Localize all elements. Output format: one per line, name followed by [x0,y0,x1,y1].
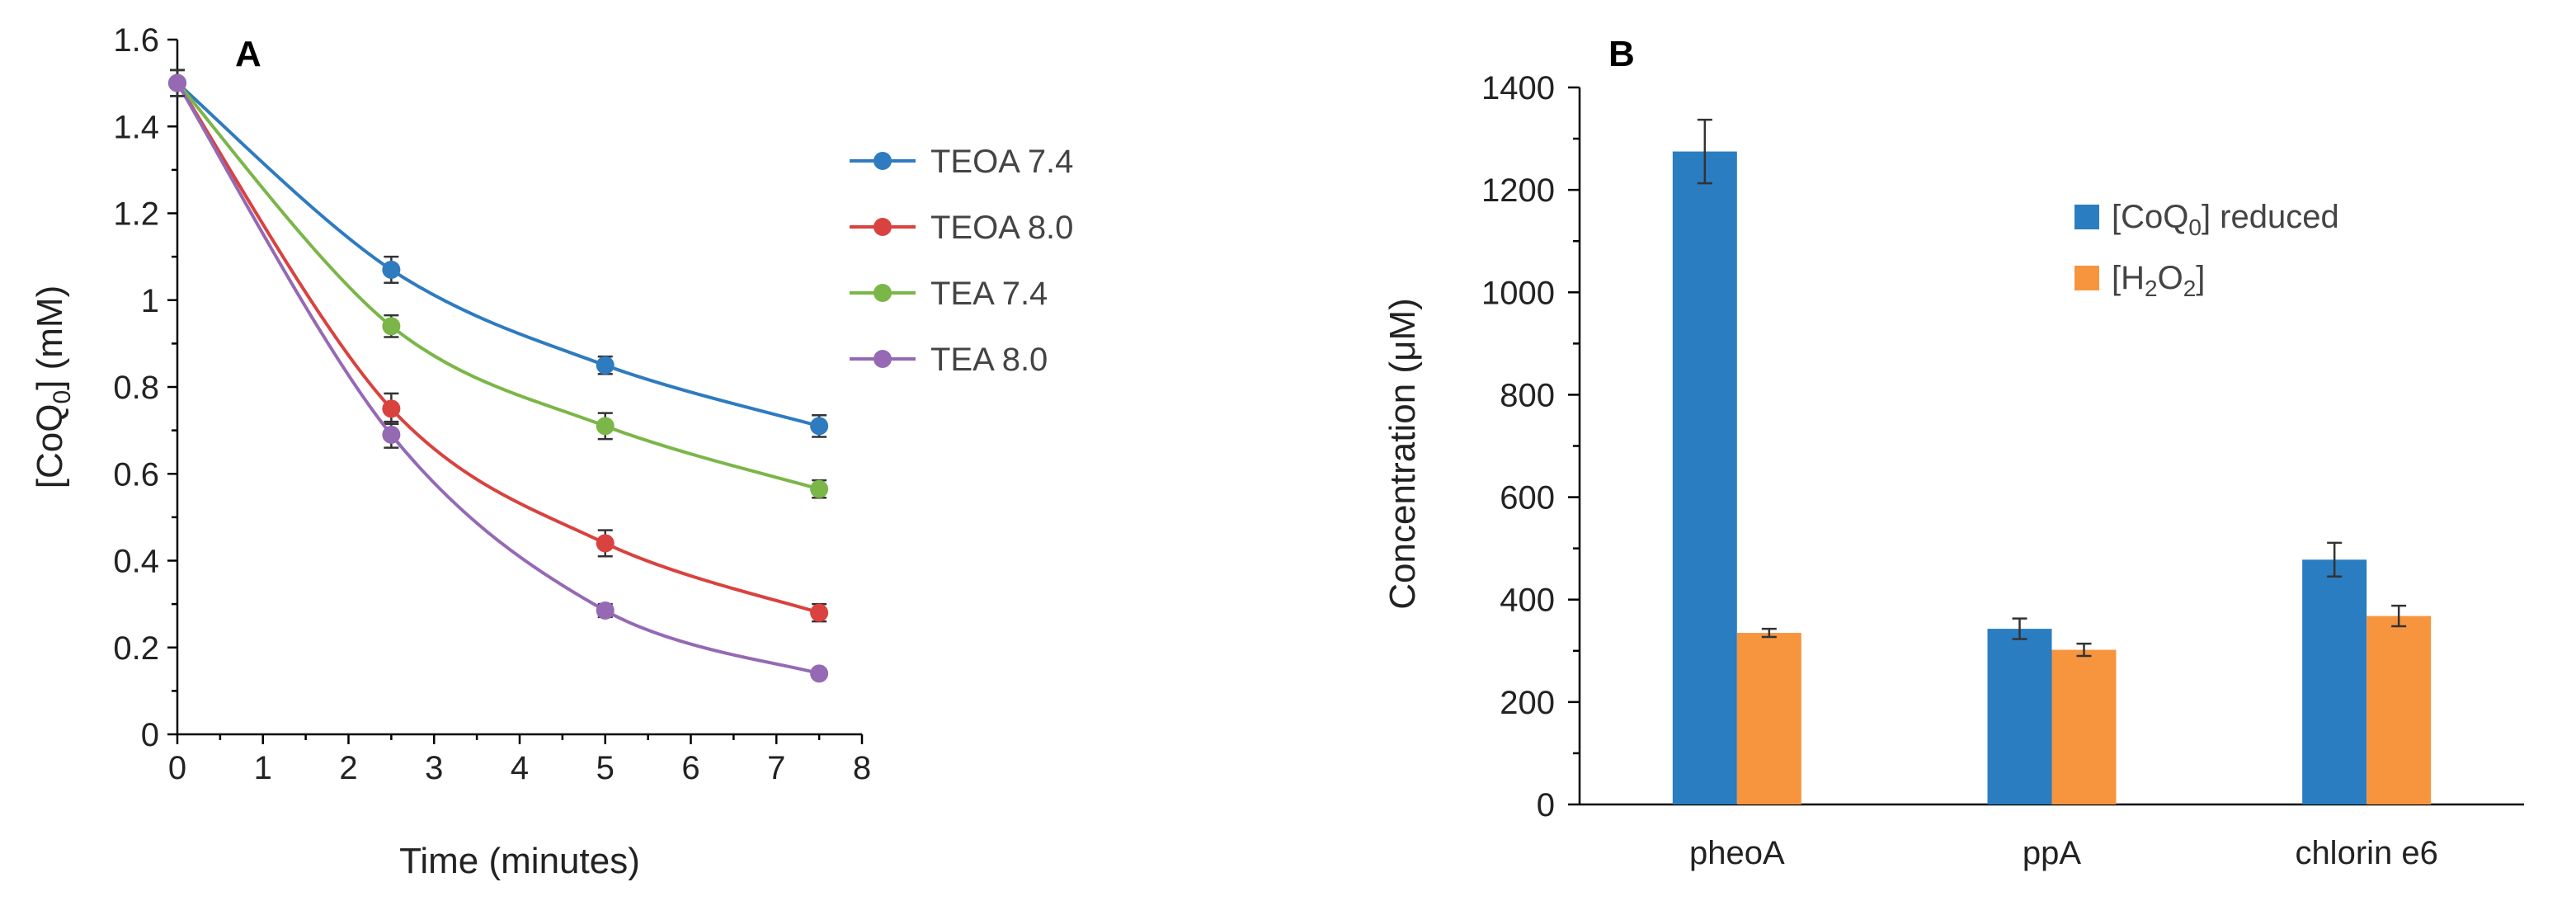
chart-a-x-tick-label: 2 [339,750,357,786]
panel-b-label: B [1608,34,1635,74]
legend-label-h2o2-sub2: 2 [2183,276,2197,301]
data-point-tea-8-0 [596,601,615,620]
chart-b-y-tick-label: 1400 [1481,70,1555,106]
legend-label-h2o2-tail: ] [2196,260,2205,296]
chart-a-y-tick-label: 0.4 [113,544,159,580]
legend-swatch-coq0-reduced [2074,205,2099,229]
legend-label-coq0-reduced: [CoQ0] reduced [2112,199,2339,240]
legend-label-h2o2-sub1: 2 [2145,276,2158,301]
chart-a-x-tick-label: 6 [681,750,699,786]
legend-label-h2o2-main: [H [2112,260,2145,296]
chart-a-y-title-main: [CoQ [30,404,70,489]
chart-a-x-tick-label: 1 [254,750,272,786]
chart-b-y-tick-label: 0 [1537,787,1555,823]
data-point-tea-7-4 [810,479,829,498]
chart-a-y-tick-label: 1 [141,283,159,319]
series-line-teoa-8-0 [176,82,820,615]
chart-b-y-title: Concentration (μM) [1382,298,1423,609]
data-point-tea-8-0 [382,425,401,444]
chart-a-x-tick-label: 4 [511,750,529,786]
chart-a: A 0 1 2 3 4 5 6 7 8 0 0.2 0.4 0.6 0.8 1 1.2 1.4 1.6 Time … [30,22,1073,881]
series-line-teoa-7-4 [176,82,820,428]
bar-ppa-h2o2 [2051,649,2117,804]
legend-label-coq0-sub: 0 [2188,215,2202,240]
chart-a-y-title-tail: ] (mM) [30,285,70,390]
chart-b-y-tick-label: 1200 [1481,172,1555,209]
chart-a-y-tick-label: 0 [141,717,159,753]
bar-ppa-coq0-reduced [1987,629,2052,804]
data-point-teoa-8-0 [596,534,615,553]
chart-a-legend: TEOA 7.4 TEOA 8.0 TEA 7.4 TEA 8.0 [850,144,1073,378]
data-point-teoa-7-4 [382,260,401,279]
bar-chlorin-e6-h2o2 [2366,616,2432,804]
legend-label-teoa-7-4: TEOA 7.4 [930,144,1073,180]
data-point-teoa-7-4 [810,417,829,436]
chart-a-y-tick-label: 1.6 [113,22,159,59]
chart-b-y-tick-label: 200 [1500,685,1555,721]
bar-pheoa-h2o2 [1736,633,1801,804]
legend-marker-tea-8-0 [874,350,892,368]
chart-a-y-tick-label: 1.4 [113,109,159,145]
series-line-tea-7-4 [176,82,820,491]
chart-a-x-title: Time (minutes) [399,841,640,881]
chart-a-y-tick-label: 0.2 [113,630,159,667]
chart-b-y-tick-label: 600 [1500,480,1555,517]
chart-b-x-tick-label: ppA [2023,835,2081,871]
legend-label-coq0-tail: ] reduced [2202,199,2339,235]
chart-a-y-tick-label: 0.6 [113,456,159,493]
data-point-tea-8-0 [168,73,186,92]
chart-b-y-tick-label: 400 [1500,583,1555,619]
chart-a-y-tick-label: 0.8 [113,370,159,406]
chart-a-y-tick-label: 1.2 [113,196,159,233]
panel-a-label: A [235,34,261,74]
legend-marker-teoa-7-4 [874,152,892,170]
data-point-teoa-8-0 [382,399,401,418]
data-point-teoa-7-4 [596,356,615,375]
chart-a-x-tick-label: 3 [425,750,443,786]
bar-pheoa-coq0-reduced [1672,151,1737,804]
data-point-tea-8-0 [810,664,829,683]
legend-marker-tea-7-4 [874,284,892,302]
chart-b-y-tick-label: 1000 [1481,275,1555,311]
chart-b-y-tick-label: 800 [1500,377,1555,413]
data-point-tea-7-4 [382,317,401,336]
legend-swatch-h2o2 [2074,266,2099,290]
chart-a-x-tick-label: 5 [596,750,615,786]
chart-a-x-tick-label: 7 [767,750,785,786]
legend-label-tea-8-0: TEA 8.0 [930,342,1048,378]
legend-label-coq0-main: [CoQ [2112,199,2188,235]
chart-b-x-tick-label: pheoA [1689,835,1785,871]
legend-label-tea-7-4: TEA 7.4 [930,276,1048,312]
data-point-teoa-8-0 [810,603,829,622]
chart-a-x-tick-label: 0 [168,750,186,786]
chart-b-x-tick-label: chlorin e6 [2295,835,2437,871]
chart-a-x-tick-label: 8 [853,750,871,786]
legend-label-h2o2-mid: O [2158,260,2183,296]
chart-a-y-title: [CoQ0] (mM) [30,285,76,488]
legend-marker-teoa-8-0 [874,218,892,236]
chart-b: B 0 200 400 600 800 1000 1200 1400 pheoA ppA chlor… [1382,34,2524,871]
legend-label-h2o2: [H2O2] [2112,260,2205,301]
series-line-tea-8-0 [176,82,820,676]
chart-b-legend: [CoQ0] reduced [H2O2] [2074,199,2339,301]
data-point-tea-7-4 [596,417,615,436]
chart-a-y-title-sub: 0 [49,390,76,404]
legend-label-teoa-8-0: TEOA 8.0 [930,210,1073,246]
bar-chlorin-e6-coq0-reduced [2302,559,2367,804]
